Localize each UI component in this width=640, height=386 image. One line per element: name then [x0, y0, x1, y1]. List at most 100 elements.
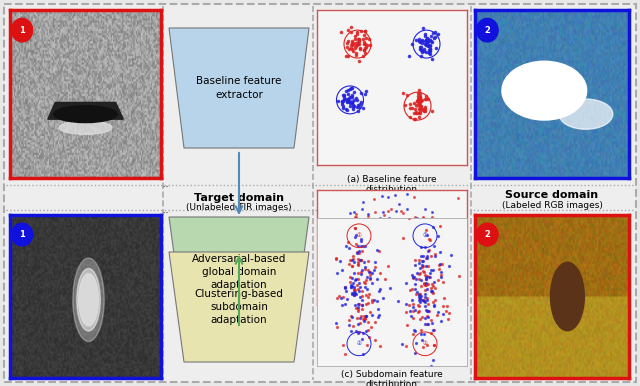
Point	[429, 302, 440, 308]
Point	[425, 47, 435, 54]
Point	[429, 342, 440, 349]
Point	[391, 249, 401, 255]
Point	[354, 58, 364, 64]
Point	[425, 46, 435, 52]
Point	[359, 32, 369, 39]
Point	[365, 309, 375, 315]
Point	[378, 295, 388, 301]
Point	[418, 258, 428, 264]
Point	[343, 53, 353, 59]
Point	[341, 288, 351, 294]
Point	[422, 220, 432, 227]
Point	[345, 226, 355, 232]
Point	[369, 266, 379, 273]
Point	[419, 330, 429, 337]
Point	[351, 241, 361, 247]
Point	[415, 105, 425, 111]
Point	[413, 86, 424, 93]
Point	[406, 313, 416, 319]
Point	[340, 96, 350, 103]
Point	[422, 295, 432, 301]
Point	[383, 194, 393, 200]
Point	[347, 46, 357, 52]
Point	[448, 247, 458, 253]
Point	[390, 273, 401, 279]
Point	[426, 34, 436, 40]
Point	[349, 302, 360, 308]
Point	[360, 27, 371, 34]
Point	[419, 229, 429, 235]
Point	[363, 267, 373, 273]
Point	[373, 226, 383, 232]
Point	[365, 275, 375, 281]
Point	[433, 247, 443, 254]
Point	[347, 257, 357, 263]
Point	[388, 263, 399, 269]
Point	[417, 37, 427, 43]
Point	[429, 34, 440, 40]
Point	[376, 226, 387, 232]
Point	[386, 206, 396, 212]
Point	[421, 307, 431, 313]
Point	[358, 350, 369, 357]
Point	[417, 258, 428, 264]
Point	[416, 253, 426, 259]
Point	[377, 225, 387, 231]
Point	[346, 99, 356, 105]
Point	[338, 105, 348, 112]
Point	[352, 252, 362, 258]
Point	[351, 95, 361, 101]
Point	[429, 303, 439, 310]
Point	[357, 243, 367, 249]
Point	[346, 313, 356, 320]
Point	[381, 229, 392, 235]
Point	[417, 273, 427, 279]
Point	[372, 247, 383, 253]
Point	[421, 282, 431, 288]
Point	[419, 33, 429, 39]
Ellipse shape	[77, 269, 100, 331]
Point	[354, 225, 364, 232]
Point	[409, 100, 419, 106]
Text: ①: ①	[422, 233, 428, 238]
Point	[359, 259, 369, 266]
Point	[369, 196, 379, 202]
Point	[382, 218, 392, 224]
Point	[403, 53, 413, 59]
Point	[353, 330, 364, 336]
Point	[354, 301, 364, 307]
Point	[351, 52, 361, 59]
Point	[406, 263, 417, 269]
Point	[341, 242, 351, 249]
Point	[442, 257, 452, 264]
Point	[420, 294, 431, 300]
Point	[412, 276, 422, 283]
Point	[343, 91, 353, 97]
Point	[419, 108, 429, 114]
Point	[342, 107, 353, 113]
Point	[425, 237, 435, 243]
Point	[390, 256, 400, 262]
Point	[422, 314, 433, 320]
Point	[422, 39, 433, 46]
Point	[381, 253, 391, 259]
Point	[350, 276, 360, 283]
Point	[371, 283, 381, 289]
Point	[425, 273, 435, 279]
Point	[429, 243, 440, 249]
Point	[360, 283, 371, 290]
Point	[358, 318, 369, 324]
Point	[428, 30, 438, 36]
Point	[437, 234, 447, 240]
Point	[379, 232, 389, 238]
Point	[436, 274, 446, 280]
Point	[412, 110, 422, 116]
Point	[436, 269, 446, 276]
Point	[394, 320, 404, 326]
Point	[421, 37, 431, 43]
Point	[403, 228, 413, 234]
Point	[410, 307, 420, 313]
Point	[410, 257, 420, 263]
Point	[424, 46, 435, 52]
Point	[348, 104, 358, 110]
